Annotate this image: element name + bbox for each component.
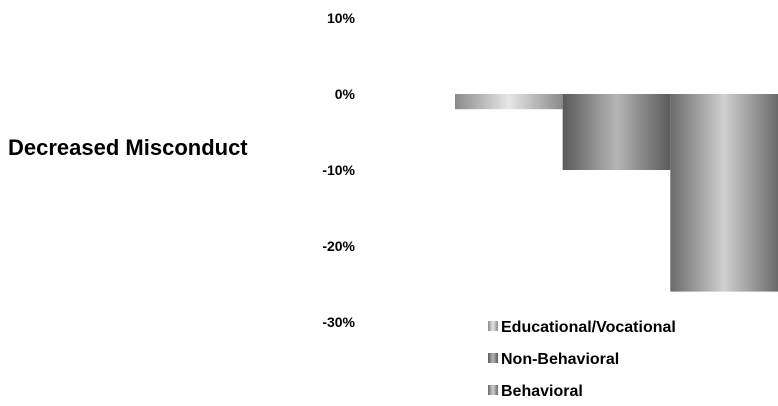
y-tick-label: -10% — [322, 162, 355, 178]
y-axis-ticks: 10% 0% -10% -20% -30% — [322, 10, 355, 330]
legend-swatch — [488, 385, 498, 395]
legend-label: Non-Behavioral — [501, 351, 619, 368]
legend-label: Educational/Vocational — [501, 319, 676, 336]
legend-label: Behavioral — [501, 383, 583, 400]
bars — [455, 94, 778, 292]
y-tick-label: 0% — [335, 86, 356, 102]
legend: Educational/Vocational Non-Behavioral Beha… — [488, 319, 676, 400]
y-tick-label: -20% — [322, 238, 355, 254]
y-axis-label: Decreased Misconduct — [8, 135, 248, 160]
bar-educational-vocational — [455, 94, 563, 110]
y-tick-label: 10% — [327, 10, 356, 26]
bar-non-behavioral — [562, 94, 671, 170]
bar-behavioral — [670, 94, 778, 292]
legend-swatch — [488, 353, 498, 363]
legend-swatch — [488, 321, 498, 331]
y-tick-label: -30% — [322, 314, 355, 330]
